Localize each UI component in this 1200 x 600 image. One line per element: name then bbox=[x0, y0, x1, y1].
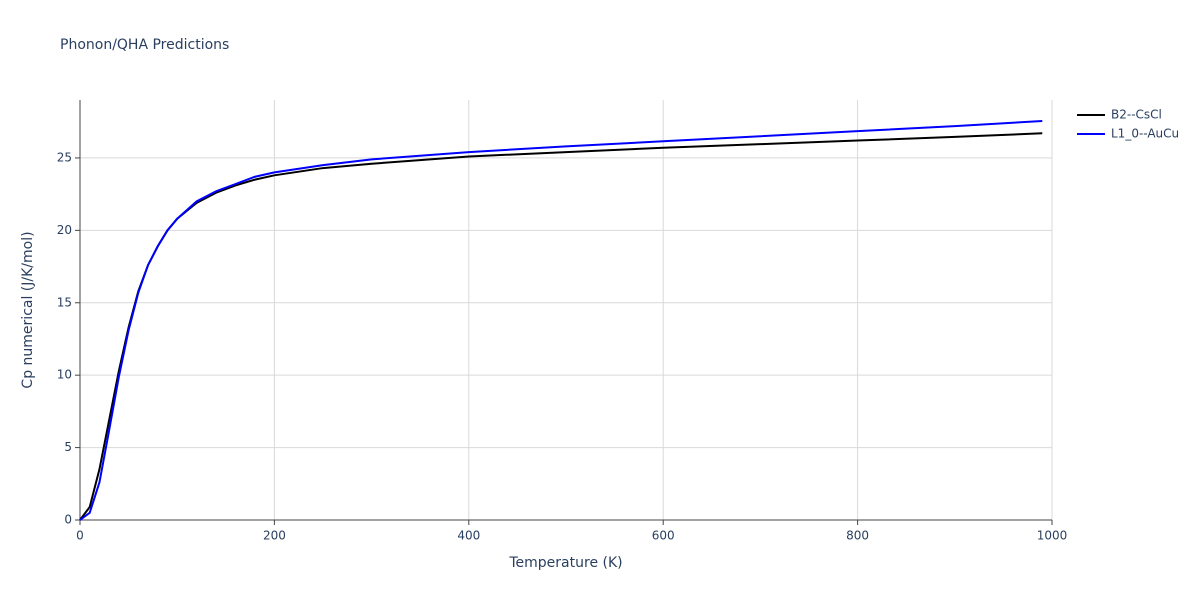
y-tick-label: 5 bbox=[64, 440, 72, 454]
y-tick-label: 15 bbox=[57, 295, 72, 309]
x-tick-label: 0 bbox=[76, 529, 84, 543]
y-tick-label: 25 bbox=[57, 150, 72, 164]
series-line bbox=[79, 120, 1043, 521]
series-line bbox=[79, 132, 1043, 521]
y-tick-label: 20 bbox=[57, 223, 72, 237]
chart-title: Phonon/QHA Predictions bbox=[60, 37, 229, 53]
x-tick-label: 1000 bbox=[1037, 529, 1068, 543]
legend-label: L1_0--AuCu bbox=[1111, 127, 1179, 141]
x-tick-label: 200 bbox=[263, 529, 286, 543]
x-tick-label: 400 bbox=[457, 529, 480, 543]
y-axis-title: Cp numerical (J/K/mol) bbox=[20, 231, 36, 388]
legend-label: B2--CsCl bbox=[1111, 108, 1162, 122]
x-tick-label: 800 bbox=[846, 529, 869, 543]
y-tick-label: 10 bbox=[57, 368, 72, 382]
x-tick-label: 600 bbox=[652, 529, 675, 543]
y-tick-label: 0 bbox=[64, 513, 72, 527]
x-axis-title: Temperature (K) bbox=[508, 555, 622, 571]
